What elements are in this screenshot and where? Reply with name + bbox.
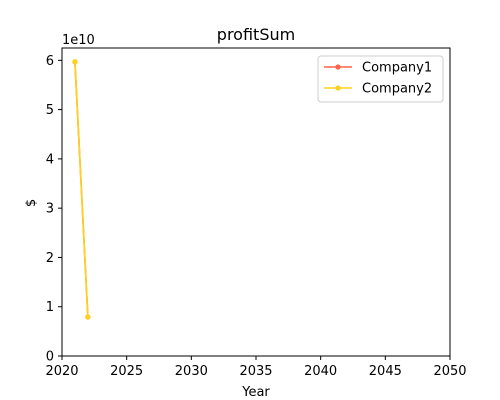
legend-marker (335, 85, 341, 91)
y-tick-label: 3 (46, 202, 54, 217)
x-axis-title: Year (241, 385, 270, 400)
y-tick-label: 1 (46, 300, 54, 315)
x-tick-label: 2030 (175, 364, 208, 379)
y-tick-label: 2 (46, 251, 54, 266)
legend-label: Company1 (362, 61, 432, 76)
data-point (72, 59, 78, 65)
y-axis-offset-label: 1e10 (62, 33, 95, 48)
y-tick-label: 5 (46, 103, 54, 118)
series-layer (72, 59, 91, 320)
x-tick-label: 2025 (110, 364, 143, 379)
y-tick-label: 4 (46, 152, 54, 167)
x-tick-label: 2045 (369, 364, 402, 379)
data-point (85, 314, 91, 320)
x-tick-label: 2020 (45, 364, 78, 379)
legend: Company1 Company2 (317, 55, 444, 103)
legend-marker (335, 64, 341, 70)
chart-title: profitSum (217, 25, 295, 44)
x-tick-label: 2050 (433, 364, 466, 379)
legend-label: Company2 (362, 82, 432, 97)
series-line-2 (74, 61, 89, 318)
y-tick-label: 6 (46, 54, 54, 69)
x-tick-label: 2040 (304, 364, 337, 379)
y-axis-title: $ (24, 199, 39, 207)
y-tick-label: 0 (46, 350, 54, 365)
axes-layer: 2020 2025 2030 2035 2040 2045 2050 0 1 2 3 4 5 6 (45, 47, 467, 379)
x-tick-label: 2035 (239, 364, 272, 379)
